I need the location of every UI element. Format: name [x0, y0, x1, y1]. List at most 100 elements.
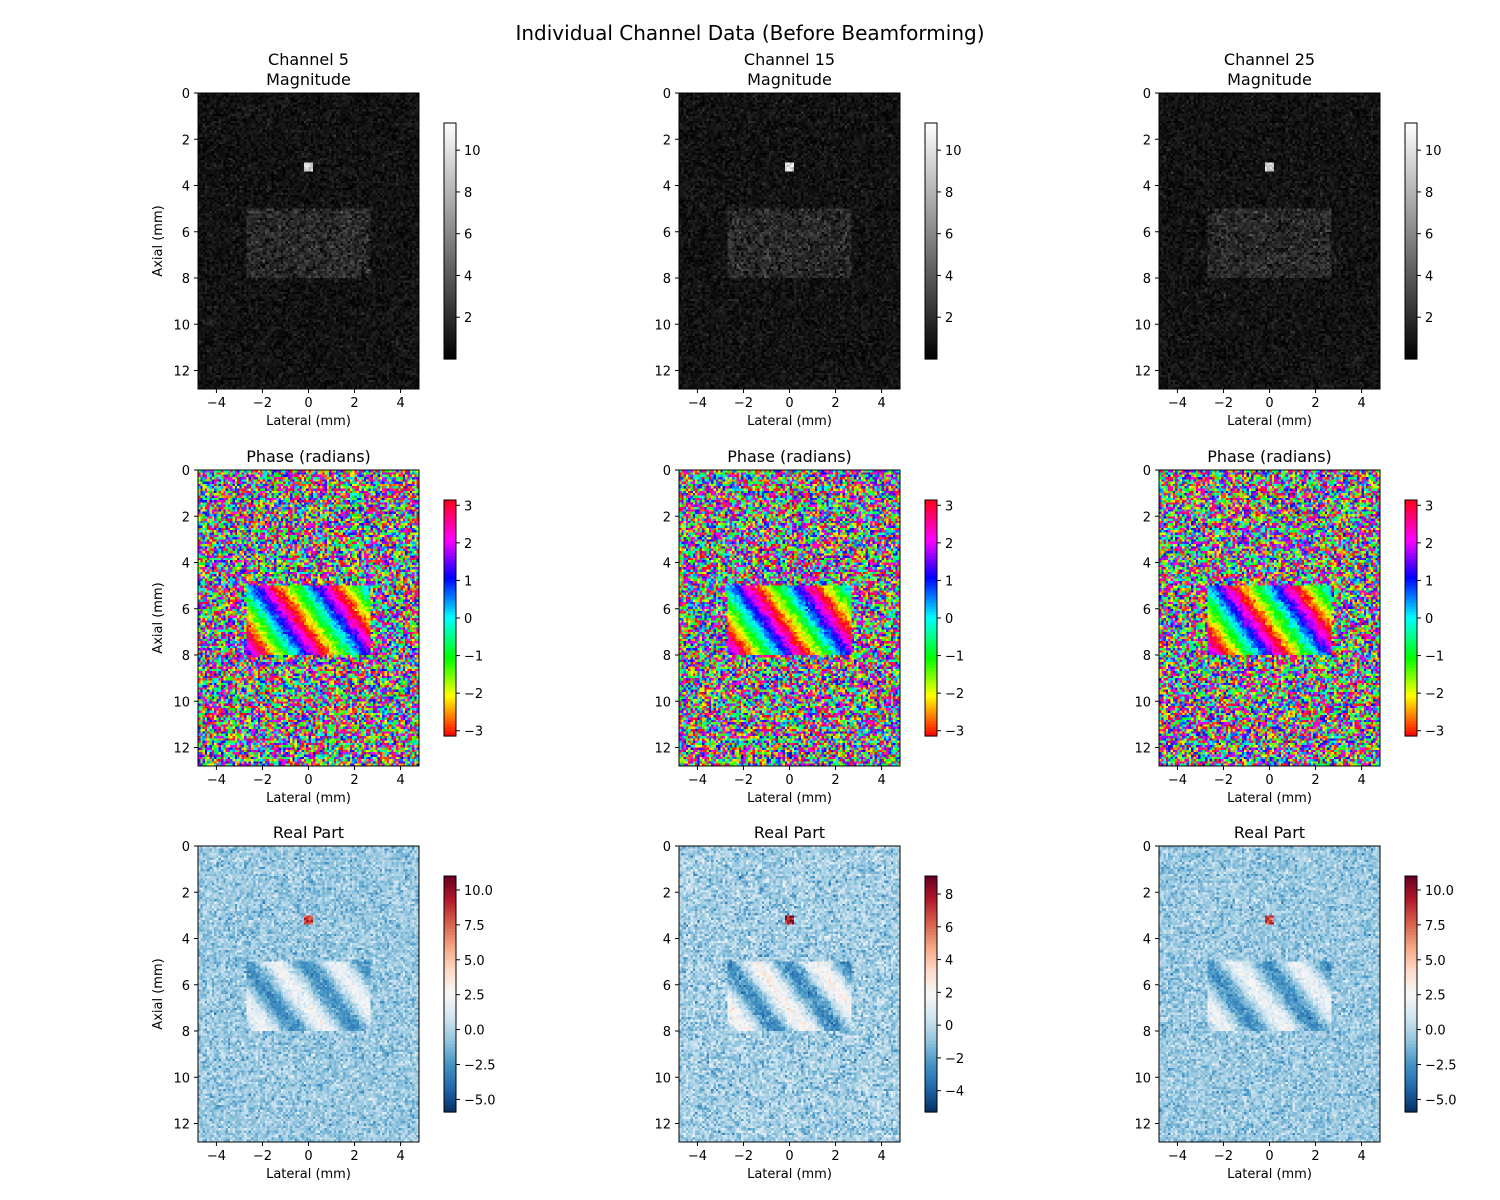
x-axis-label: Lateral (mm) [747, 791, 832, 806]
colorbar-segment [1405, 341, 1417, 345]
colorbar-segment [1405, 297, 1417, 301]
colorbar-segment [444, 338, 456, 342]
x-tick-label: 2 [350, 773, 358, 788]
colorbar-segment [925, 517, 937, 522]
colorbar-segment [925, 629, 937, 634]
colorbar-segment [925, 674, 937, 678]
colorbar-segment [925, 718, 937, 722]
colorbar-segment [1405, 161, 1417, 165]
colorbar-segment [925, 182, 937, 186]
colorbar-segment [1405, 712, 1417, 716]
y-tick-label: 12 [1134, 1118, 1151, 1133]
colorbar-segment [925, 184, 937, 189]
colorbar-segment [925, 302, 937, 307]
colorbar-segment [1405, 1091, 1417, 1095]
colorbar-segment [444, 902, 456, 907]
colorbar-tick-label: 2.5 [464, 989, 485, 1004]
colorbar-segment [925, 1044, 937, 1048]
y-tick-label: 12 [173, 1118, 190, 1133]
colorbar-segment [1405, 932, 1417, 936]
colorbar-segment [444, 1061, 456, 1066]
colorbar-segment [1405, 615, 1417, 619]
colorbar-segment [444, 929, 456, 933]
colorbar-segment [925, 576, 937, 581]
colorbar-segment [1405, 937, 1417, 942]
x-tick-label: −4 [1168, 396, 1187, 411]
colorbar-segment [444, 238, 456, 242]
colorbar-segment [1405, 167, 1417, 171]
colorbar-segment [444, 167, 456, 171]
colorbar-segment [925, 556, 937, 560]
colorbar-segment [1405, 344, 1417, 348]
colorbar-segment [444, 876, 456, 880]
colorbar-segment [1405, 241, 1417, 245]
colorbar-segment [444, 937, 456, 942]
colorbar-segment [925, 603, 937, 607]
y-tick-label: 6 [182, 226, 190, 241]
colorbar-segment [444, 226, 456, 230]
colorbar-segment [925, 341, 937, 345]
colorbar-segment [925, 211, 937, 216]
colorbar-segment [1405, 1061, 1417, 1066]
x-tick-label: 4 [1357, 773, 1365, 788]
colorbar-segment [444, 943, 456, 948]
colorbar-segment [444, 961, 456, 966]
y-tick-label: 6 [1143, 979, 1151, 994]
colorbar-segment [925, 644, 937, 649]
colorbar-segment [444, 252, 456, 257]
colorbar-segment [925, 326, 937, 331]
colorbar-segment [1405, 505, 1417, 510]
colorbar-segment [444, 949, 456, 954]
colorbar-segment [1405, 220, 1417, 224]
colorbar-segment [444, 556, 456, 560]
colorbar-segment [925, 955, 937, 960]
colorbar-segment [925, 677, 937, 681]
colorbar-segment [444, 559, 456, 563]
colorbar-segment [444, 526, 456, 531]
y-tick-label: 2 [663, 510, 671, 525]
colorbar-segment [1405, 1094, 1417, 1098]
x-tick-label: −2 [1214, 773, 1233, 788]
colorbar-segment [1405, 668, 1417, 672]
colorbar-segment [925, 688, 937, 693]
colorbar-segment [444, 241, 456, 245]
colorbar-segment [444, 952, 456, 957]
colorbar-segment [444, 502, 456, 507]
x-tick-label: −2 [734, 1149, 753, 1164]
colorbar-segment [925, 243, 937, 248]
colorbar-segment [444, 128, 456, 133]
colorbar-segment [1405, 184, 1417, 189]
colorbar-segment [1405, 1002, 1417, 1007]
colorbar: −5.0 −2.5 0.0 2.5 5.0 7.5 10.0 [443, 875, 496, 1113]
colorbar-segment [925, 724, 937, 728]
x-tick-label: 0 [304, 396, 312, 411]
x-tick-label: 4 [396, 396, 404, 411]
colorbar-segment [925, 585, 937, 590]
colorbar-segment [444, 356, 456, 360]
colorbar-segment [925, 291, 937, 295]
x-tick-label: −4 [207, 773, 226, 788]
colorbar-segment [444, 635, 456, 640]
colorbar-segment [444, 125, 456, 130]
colorbar-segment [444, 550, 456, 554]
y-tick-label: 4 [663, 557, 671, 572]
colorbar-segment [1405, 626, 1417, 631]
panel-title: Channel 5 [268, 50, 349, 69]
colorbar-segment [444, 917, 456, 921]
colorbar-segment [444, 926, 456, 930]
colorbar-segment [444, 908, 456, 912]
colorbar-segment [1405, 173, 1417, 177]
colorbar-segment [444, 594, 456, 598]
y-tick-label: 4 [1143, 557, 1151, 572]
colorbar-segment [925, 979, 937, 983]
colorbar-segment [925, 317, 937, 322]
colorbar-segment [925, 982, 937, 986]
heatmap-image [679, 470, 900, 766]
colorbar-segment [925, 332, 937, 336]
colorbar-segment [925, 1055, 937, 1060]
colorbar-segment [925, 632, 937, 637]
colorbar-segment [925, 1088, 937, 1092]
colorbar-segment [1405, 261, 1417, 266]
colorbar-segment [925, 146, 937, 151]
colorbar-segment [925, 579, 937, 584]
